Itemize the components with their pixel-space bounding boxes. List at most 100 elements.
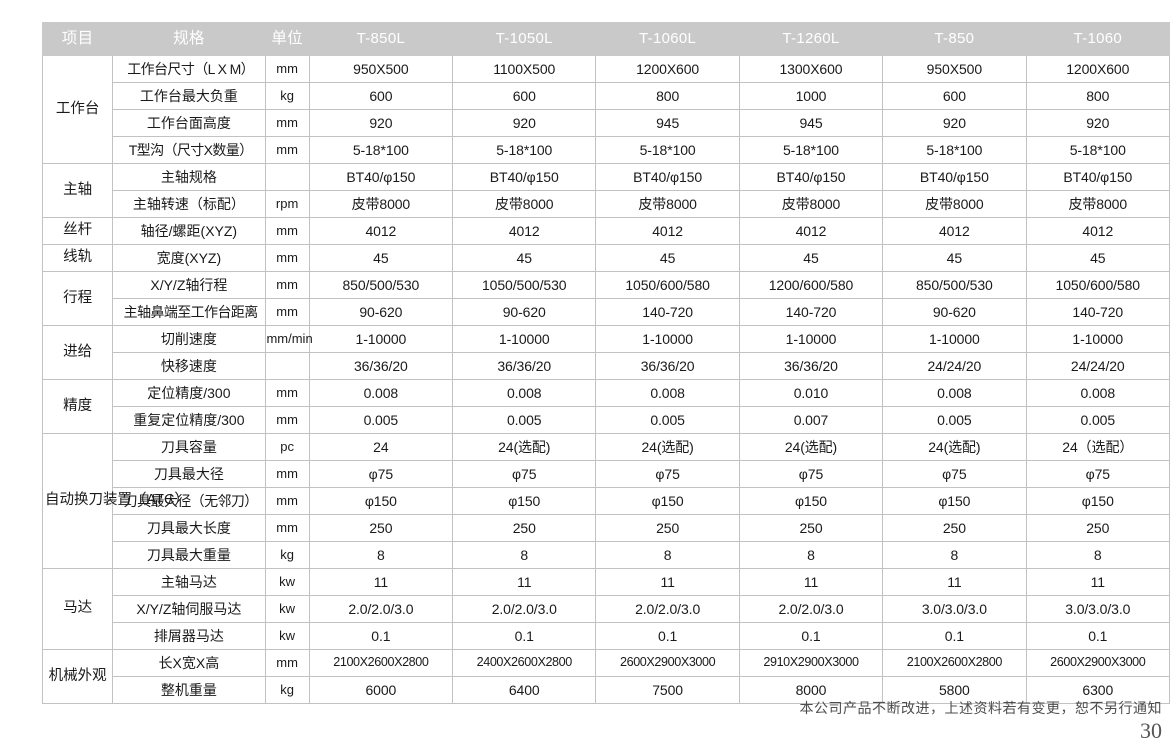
spec-value-T-1060: 5-18*100 — [1025, 136, 1170, 164]
spec-value-T-1060: BT40/φ150 — [1025, 163, 1170, 191]
table-row: T型沟（尺寸X数量） mm 5-18*100 5-18*100 5-18*100 5-18… — [43, 136, 1170, 164]
spec-value-T-1050L: 0.008 — [452, 379, 597, 407]
spec-value-T-850L: 0.008 — [308, 379, 454, 407]
page-number: 30 — [1140, 718, 1162, 743]
spec-value-T-1060L: 7500 — [595, 676, 740, 704]
spec-value-T-1260L: 36/36/20 — [738, 352, 884, 380]
spec-item-label: 长X宽X高 — [112, 649, 266, 677]
spec-unit: pc — [264, 433, 310, 461]
spec-value-T-1050L: 1050/500/530 — [452, 271, 597, 299]
row-group-label: 马达 — [41, 568, 114, 650]
table-row: 行程 X/Y/Z轴行程 mm 850/500/530 1050/500/530 1050/… — [41, 271, 1170, 326]
spec-unit: mm/min — [264, 325, 313, 353]
table-row: 自动换刀装置（ATC） 刀具容量 pc 24 24(选配) 24(选配) 24(选配) 24(… — [41, 433, 1170, 569]
spec-value-T-1260L: 5-18*100 — [738, 136, 884, 164]
spec-item-label: 轴径/螺距(XYZ) — [112, 217, 266, 245]
spec-value-T-1060: 8 — [1025, 541, 1170, 569]
table-row: 主轴 主轴规格 BT40/φ150 BT40/φ150 BT40/φ150 BT40/φ1… — [41, 163, 1170, 218]
spec-unit: mm — [264, 649, 310, 677]
spec-item-label: 快移速度 — [112, 352, 266, 380]
table-row: 主轴鼻端至工作台距离 mm 90-620 90-620 140-720 140-720 90… — [43, 298, 1170, 326]
spec-unit — [264, 163, 310, 191]
spec-value-T-1060: 4012 — [1025, 217, 1170, 245]
spec-value-T-1260L: 1-10000 — [738, 325, 884, 353]
table-header: 项目 规格 单位 T-850L T-1050L T-1060L T-1260L … — [41, 22, 1170, 56]
row-group-label: 进给 — [41, 325, 114, 380]
spec-value-T-1060: 250 — [1025, 514, 1170, 542]
header-model-1: T-1050L — [452, 22, 597, 56]
spec-value-T-850L: 0.005 — [308, 406, 454, 434]
spec-value-T-1260L: 45 — [738, 244, 884, 272]
spec-unit: mm — [264, 514, 310, 542]
table-row: 机械外观 长X宽X高 mm 2100X2600X2800 2400X2600X2800 2… — [41, 649, 1170, 704]
spec-value-T-1060L: 45 — [595, 244, 740, 272]
spec-value-T-1050L: 8 — [452, 541, 597, 569]
spec-value-T-1060L: BT40/φ150 — [595, 163, 740, 191]
spec-value-T-850L: φ150 — [308, 487, 454, 515]
spec-value-T-1050L: 250 — [452, 514, 597, 542]
spec-value-T-1260L: 0.1 — [738, 622, 884, 650]
table-row: 工作台 工作台尺寸（L X M） mm 950X500 1100X500 1200X600… — [41, 55, 1170, 164]
table-row: X/Y/Z轴伺服马达 kw 2.0/2.0/3.0 2.0/2.0/3.0 2.0/2.… — [43, 595, 1170, 623]
spec-value-T-1060: 1200X600 — [1025, 55, 1170, 83]
spec-unit: mm — [264, 379, 310, 407]
spec-unit: kg — [264, 541, 310, 569]
spec-value-T-1050L: φ150 — [452, 487, 597, 515]
spec-value-T-1060L: 0.005 — [595, 406, 740, 434]
spec-value-T-1050L: 11 — [452, 568, 597, 596]
spec-value-T-1060L: 5-18*100 — [595, 136, 740, 164]
spec-item-label: 工作台尺寸（L X M） — [112, 55, 266, 83]
spec-unit: kw — [264, 568, 310, 596]
spec-value-T-850L: 45 — [308, 244, 454, 272]
spec-value-T-1050L: φ75 — [452, 460, 597, 488]
spec-value-T-850: 920 — [882, 109, 1027, 137]
spec-value-T-850: 600 — [882, 82, 1027, 110]
spec-value-T-1060L: 36/36/20 — [595, 352, 740, 380]
spec-value-T-1060: 800 — [1025, 82, 1170, 110]
spec-value-T-1050L: 2.0/2.0/3.0 — [452, 595, 597, 623]
spec-value-T-1260L: 0.010 — [738, 379, 884, 407]
spec-value-T-850L: BT40/φ150 — [308, 163, 454, 191]
table-row: 马达 主轴马达 kw 11 11 11 11 11 11 — [41, 568, 1170, 650]
row-group-label: 精度 — [41, 379, 114, 434]
spec-value-T-1050L: 0.1 — [452, 622, 597, 650]
spec-value-T-850L: 6000 — [308, 676, 454, 704]
spec-value-T-1260L: 1200/600/580 — [738, 271, 884, 299]
header-model-4: T-850 — [882, 22, 1027, 56]
spec-value-T-850L: 920 — [308, 109, 454, 137]
table-row: 主轴转速（标配） rpm 皮带8000 皮带8000 皮带8000 皮带8000 皮带800… — [43, 190, 1170, 218]
spec-value-T-850: φ150 — [882, 487, 1027, 515]
spec-value-T-850L: 1-10000 — [308, 325, 454, 353]
spec-item-label: 主轴鼻端至工作台距离 — [112, 298, 266, 326]
spec-value-T-850L: 36/36/20 — [308, 352, 454, 380]
spec-item-label: 刀具最大径（无邻刀） — [112, 487, 266, 515]
spec-unit: mm — [264, 55, 310, 83]
spec-value-T-1260L: 1300X600 — [738, 55, 884, 83]
spec-value-T-850L: 0.1 — [308, 622, 454, 650]
header-item: 规格 — [112, 22, 266, 56]
spec-value-T-850: 950X500 — [882, 55, 1027, 83]
footer-disclaimer: 本公司产品不断改进，上述资料若有变更，恕不另行通知 — [799, 700, 1162, 716]
spec-value-T-850L: 850/500/530 — [308, 271, 454, 299]
spec-unit: kg — [264, 82, 310, 110]
table-row: 刀具最大径 mm φ75 φ75 φ75 φ75 φ75 φ75 — [43, 460, 1170, 488]
row-group-label: 工作台 — [41, 55, 114, 164]
table-row: 刀具最大径（无邻刀） mm φ150 φ150 φ150 φ150 φ150 φ150 — [43, 487, 1170, 515]
spec-value-T-1260L: 8000 — [738, 676, 884, 704]
spec-value-T-850: 2100X2600X2800 — [882, 649, 1027, 677]
spec-value-T-1060: 3.0/3.0/3.0 — [1025, 595, 1170, 623]
table-row: 重复定位精度/300 mm 0.005 0.005 0.005 0.007 0.005 0.0… — [43, 406, 1170, 434]
spec-value-T-1060L: 1-10000 — [595, 325, 740, 353]
spec-value-T-1050L: 36/36/20 — [452, 352, 597, 380]
spec-item-label: 刀具最大径 — [112, 460, 266, 488]
spec-unit: mm — [264, 217, 310, 245]
row-group-label: 机械外观 — [41, 649, 114, 704]
spec-value-T-1060L: 945 — [595, 109, 740, 137]
spec-value-T-1260L: 4012 — [738, 217, 884, 245]
table-body: 工作台 工作台尺寸（L X M） mm 950X500 1100X500 1200X600… — [41, 55, 1170, 704]
header-model-5: T-1060 — [1025, 22, 1170, 56]
spec-value-T-1060L: 11 — [595, 568, 740, 596]
header-group: 项目 — [41, 22, 114, 56]
spec-value-T-1060L: 2.0/2.0/3.0 — [595, 595, 740, 623]
